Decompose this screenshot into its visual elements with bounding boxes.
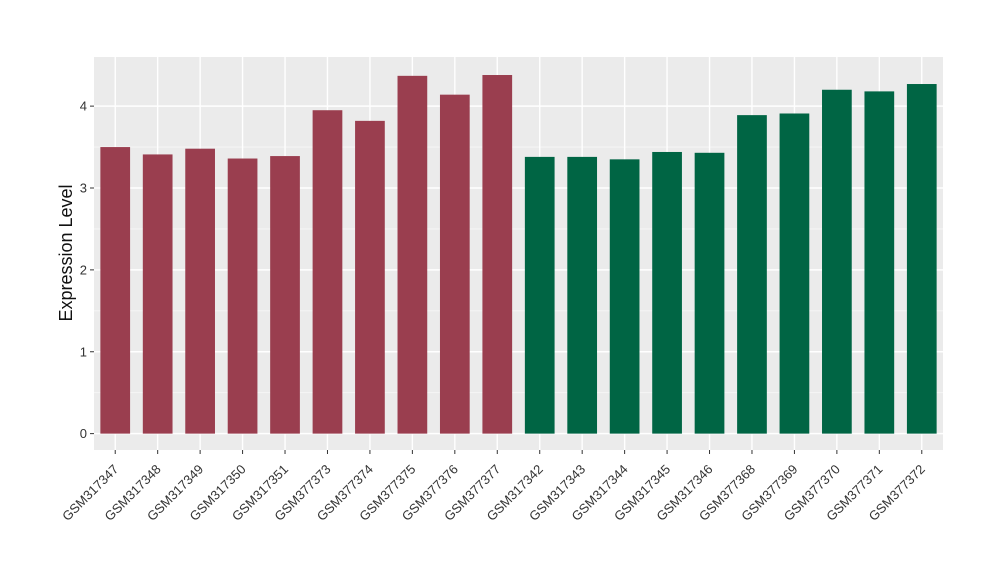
bar	[227, 158, 258, 434]
bar	[100, 147, 131, 434]
bar	[439, 94, 470, 434]
bar	[142, 154, 173, 434]
bar	[270, 156, 300, 434]
bar	[864, 91, 895, 434]
bar	[524, 156, 555, 434]
plot-background	[94, 57, 943, 450]
bar	[609, 159, 640, 434]
y-axis: 0 1 2 3 4	[80, 99, 94, 441]
y-tick-label: 0	[80, 426, 87, 441]
x-axis: GSM317347GSM317348GSM317349GSM317350GSM3…	[59, 450, 928, 524]
bar	[822, 89, 852, 434]
bar	[567, 156, 598, 434]
bar	[185, 148, 215, 434]
bar	[482, 75, 513, 434]
bar	[355, 120, 385, 434]
bars	[100, 75, 937, 434]
y-tick-label: 1	[80, 344, 87, 359]
bar	[694, 152, 725, 434]
y-tick-label: 3	[80, 181, 87, 196]
y-tick-label: 4	[80, 99, 87, 114]
bar	[397, 75, 428, 434]
bar	[779, 113, 810, 434]
bar	[737, 115, 767, 434]
y-tick-label: 2	[80, 262, 87, 277]
bar	[906, 84, 937, 434]
bar	[312, 110, 343, 434]
y-axis-title: Expression Level	[56, 184, 76, 321]
bar	[652, 151, 682, 434]
